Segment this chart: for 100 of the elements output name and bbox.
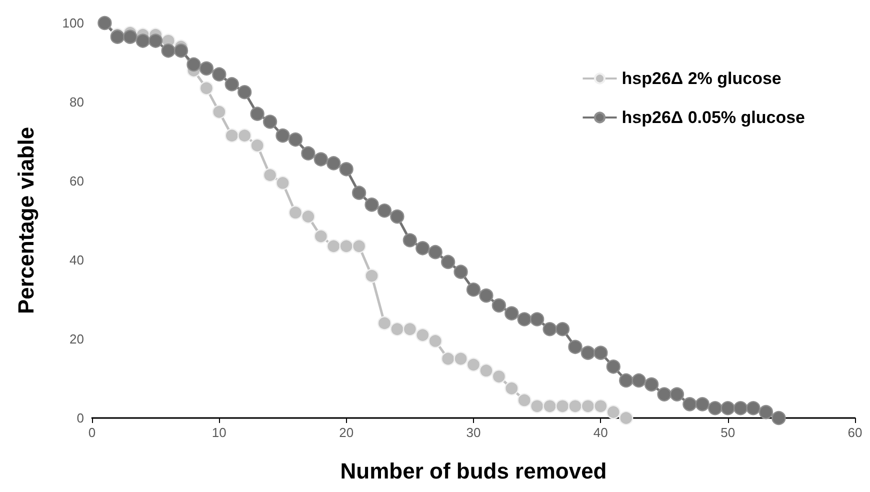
point [416, 241, 430, 256]
point [161, 44, 176, 58]
point [466, 282, 481, 297]
y-tick-label: 40 [70, 252, 84, 268]
point [224, 77, 239, 92]
point [657, 387, 672, 402]
point [377, 316, 392, 330]
point [377, 204, 392, 218]
point [262, 114, 278, 129]
point [352, 239, 366, 254]
x-tick-label: 50 [720, 425, 736, 440]
point [148, 34, 163, 48]
y-tick-label: 100 [62, 16, 84, 30]
x-tick-label: 60 [848, 425, 862, 440]
point [708, 401, 722, 416]
x-tick-label: 0 [88, 425, 96, 440]
point [530, 312, 544, 326]
point [504, 306, 519, 320]
point [238, 85, 252, 100]
point [454, 264, 468, 279]
point [504, 381, 519, 396]
point [568, 340, 582, 354]
point [402, 233, 418, 248]
y-tick-label: 20 [70, 332, 84, 346]
point [276, 176, 290, 190]
y-tick-label: 80 [70, 94, 84, 110]
point [212, 104, 226, 119]
legend-label: hsp26Δ 0.05% glucose [622, 108, 806, 127]
point [428, 334, 442, 348]
point [568, 399, 582, 414]
point [262, 168, 278, 182]
point [238, 128, 252, 143]
point [123, 30, 138, 44]
point [174, 44, 188, 58]
x-axis-title: Number of buds removed [340, 458, 607, 484]
point [339, 239, 354, 254]
point [136, 34, 150, 48]
point [644, 377, 659, 392]
legend-label: hsp26Δ 2% glucose [622, 69, 782, 88]
point [619, 373, 634, 388]
point [199, 61, 214, 76]
point [326, 156, 341, 170]
x-tick-label: 10 [212, 425, 226, 440]
point [440, 254, 456, 270]
point [212, 67, 226, 82]
point [314, 152, 328, 166]
point [250, 106, 264, 121]
point [517, 393, 532, 408]
point [428, 245, 442, 260]
point [530, 399, 544, 414]
point [733, 401, 748, 416]
point [632, 373, 646, 388]
point [199, 81, 214, 96]
x-tick-label: 20 [339, 425, 354, 440]
point [364, 198, 379, 212]
point [301, 146, 316, 160]
point [580, 399, 596, 414]
point [416, 328, 430, 342]
point [594, 399, 608, 414]
point [440, 352, 456, 366]
point [339, 162, 354, 176]
x-tick-label: 30 [466, 425, 481, 440]
y-axis-title: Percentage viable [14, 126, 38, 314]
y-tick-label: 60 [70, 174, 84, 188]
point [276, 128, 290, 143]
point [390, 209, 404, 224]
point [466, 358, 481, 372]
point [606, 404, 620, 420]
point [186, 57, 201, 72]
point [224, 128, 239, 143]
point [364, 268, 379, 283]
point [454, 352, 468, 366]
point [517, 312, 532, 326]
point [542, 399, 557, 414]
point [555, 322, 570, 336]
point [314, 229, 328, 244]
point [301, 209, 316, 224]
point [695, 397, 710, 412]
point [619, 410, 634, 426]
point [606, 360, 620, 374]
point [492, 298, 506, 313]
point [288, 206, 303, 220]
point [390, 322, 404, 336]
point [542, 322, 557, 336]
point [250, 138, 264, 153]
point [746, 401, 760, 416]
point [720, 401, 735, 416]
point [352, 186, 366, 200]
x-tick-label: 40 [593, 425, 608, 440]
point [479, 288, 494, 303]
point [670, 387, 684, 402]
point [288, 132, 303, 147]
point [758, 404, 774, 420]
point [402, 322, 418, 336]
point [580, 346, 596, 360]
point [594, 346, 608, 360]
point [492, 369, 506, 384]
point [479, 364, 494, 378]
y-tick-label: 0 [76, 410, 84, 426]
point [326, 239, 341, 254]
